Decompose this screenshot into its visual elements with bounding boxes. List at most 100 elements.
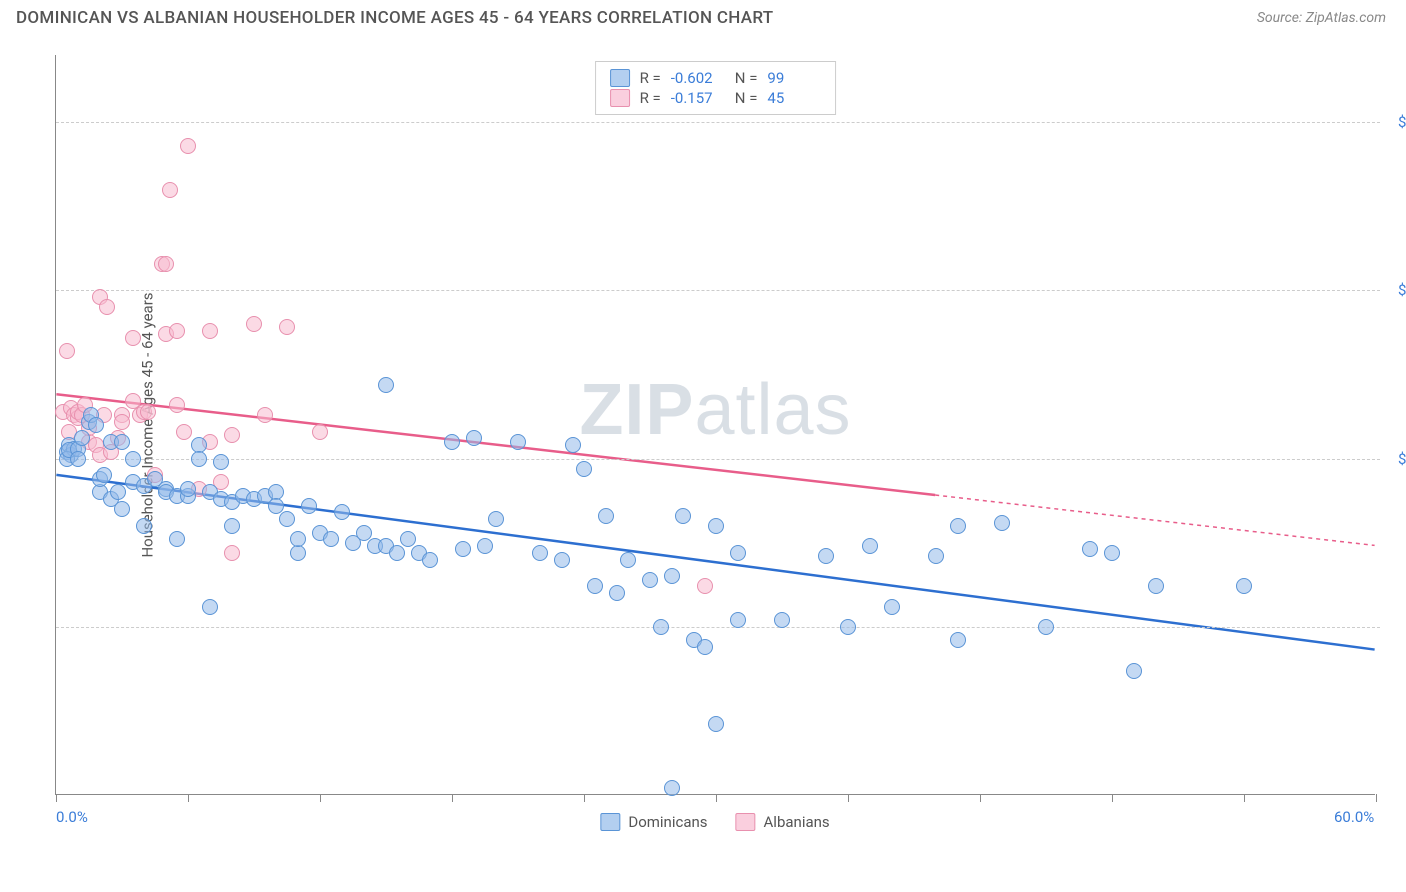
- data-point-dominicans: [114, 501, 130, 517]
- x-tick: [56, 794, 57, 802]
- data-point-dominicans: [708, 716, 724, 732]
- data-point-dominicans: [455, 541, 471, 557]
- x-tick: [188, 794, 189, 802]
- data-point-dominicans: [466, 430, 482, 446]
- data-point-albanians: [114, 414, 130, 430]
- data-point-dominicans: [224, 518, 240, 534]
- data-point-dominicans: [950, 518, 966, 534]
- data-point-albanians: [279, 319, 295, 335]
- legend-label-albanians: Albanians: [764, 813, 830, 831]
- trend-lines: [56, 55, 1375, 794]
- data-point-dominicans: [598, 508, 614, 524]
- legend-label-dominicans: Dominicans: [628, 813, 707, 831]
- data-point-dominicans: [697, 639, 713, 655]
- data-point-dominicans: [334, 504, 350, 520]
- legend-item-dominicans: Dominicans: [600, 813, 707, 831]
- x-tick: [1112, 794, 1113, 802]
- x-tick: [320, 794, 321, 802]
- data-point-albanians: [180, 138, 196, 154]
- data-point-albanians: [246, 316, 262, 332]
- data-point-dominicans: [840, 619, 856, 635]
- data-point-dominicans: [950, 632, 966, 648]
- x-tick: [980, 794, 981, 802]
- data-point-dominicans: [213, 454, 229, 470]
- data-point-dominicans: [136, 518, 152, 534]
- x-tick-label: 0.0%: [56, 808, 88, 826]
- legend-row-albanians: R =-0.157 N =45: [610, 88, 822, 108]
- data-point-dominicans: [587, 578, 603, 594]
- data-point-dominicans: [554, 552, 570, 568]
- data-point-dominicans: [356, 525, 372, 541]
- swatch-dominicans: [610, 69, 630, 87]
- y-tick-label: $200,000: [1398, 113, 1406, 131]
- data-point-albanians: [169, 323, 185, 339]
- data-point-dominicans: [620, 552, 636, 568]
- gridline: [56, 122, 1380, 123]
- data-point-dominicans: [1126, 663, 1142, 679]
- data-point-dominicans: [477, 538, 493, 554]
- data-point-dominicans: [444, 434, 460, 450]
- data-point-dominicans: [565, 437, 581, 453]
- data-point-dominicans: [114, 434, 130, 450]
- data-point-albanians: [224, 545, 240, 561]
- data-point-albanians: [697, 578, 713, 594]
- y-tick-label: $150,000: [1398, 281, 1406, 299]
- data-point-dominicans: [862, 538, 878, 554]
- data-point-dominicans: [323, 531, 339, 547]
- swatch-albanians-icon: [736, 813, 756, 831]
- y-tick-label: $100,000: [1398, 450, 1406, 468]
- data-point-albanians: [59, 343, 75, 359]
- data-point-dominicans: [730, 545, 746, 561]
- data-point-albanians: [162, 182, 178, 198]
- data-point-dominicans: [653, 619, 669, 635]
- data-point-dominicans: [290, 531, 306, 547]
- data-point-dominicans: [96, 467, 112, 483]
- x-tick: [716, 794, 717, 802]
- gridline: [56, 627, 1380, 628]
- gridline: [56, 290, 1380, 291]
- data-point-dominicans: [268, 498, 284, 514]
- x-tick: [848, 794, 849, 802]
- data-point-dominicans: [510, 434, 526, 450]
- x-tick: [452, 794, 453, 802]
- data-point-albanians: [224, 427, 240, 443]
- data-point-dominicans: [400, 531, 416, 547]
- data-point-dominicans: [884, 599, 900, 615]
- x-tick: [584, 794, 585, 802]
- data-point-dominicans: [1082, 541, 1098, 557]
- data-point-dominicans: [708, 518, 724, 534]
- data-point-albanians: [140, 404, 156, 420]
- data-point-dominicans: [74, 430, 90, 446]
- data-point-albanians: [158, 256, 174, 272]
- data-point-dominicans: [279, 511, 295, 527]
- data-point-dominicans: [191, 451, 207, 467]
- data-point-dominicans: [389, 545, 405, 561]
- data-point-dominicans: [110, 484, 126, 500]
- legend-item-albanians: Albanians: [736, 813, 830, 831]
- data-point-dominicans: [169, 531, 185, 547]
- data-point-dominicans: [1236, 578, 1252, 594]
- data-point-dominicans: [730, 612, 746, 628]
- data-point-albanians: [312, 424, 328, 440]
- data-point-dominicans: [675, 508, 691, 524]
- data-point-albanians: [169, 397, 185, 413]
- data-point-albanians: [257, 407, 273, 423]
- data-point-dominicans: [180, 481, 196, 497]
- data-point-dominicans: [301, 498, 317, 514]
- data-point-dominicans: [774, 612, 790, 628]
- data-point-dominicans: [664, 568, 680, 584]
- plot-area: ZIPatlas R =-0.602 N =99 R =-0.157 N =45…: [55, 55, 1375, 795]
- data-point-dominicans: [664, 780, 680, 796]
- data-point-dominicans: [576, 461, 592, 477]
- swatch-albanians: [610, 89, 630, 107]
- data-point-dominicans: [125, 451, 141, 467]
- x-tick: [1244, 794, 1245, 802]
- data-point-dominicans: [202, 599, 218, 615]
- series-legend: Dominicans Albanians: [600, 813, 829, 831]
- data-point-albanians: [125, 330, 141, 346]
- data-point-dominicans: [532, 545, 548, 561]
- data-point-albanians: [176, 424, 192, 440]
- chart-title: DOMINICAN VS ALBANIAN HOUSEHOLDER INCOME…: [16, 8, 773, 28]
- correlation-legend: R =-0.602 N =99 R =-0.157 N =45: [595, 61, 837, 115]
- data-point-dominicans: [488, 511, 504, 527]
